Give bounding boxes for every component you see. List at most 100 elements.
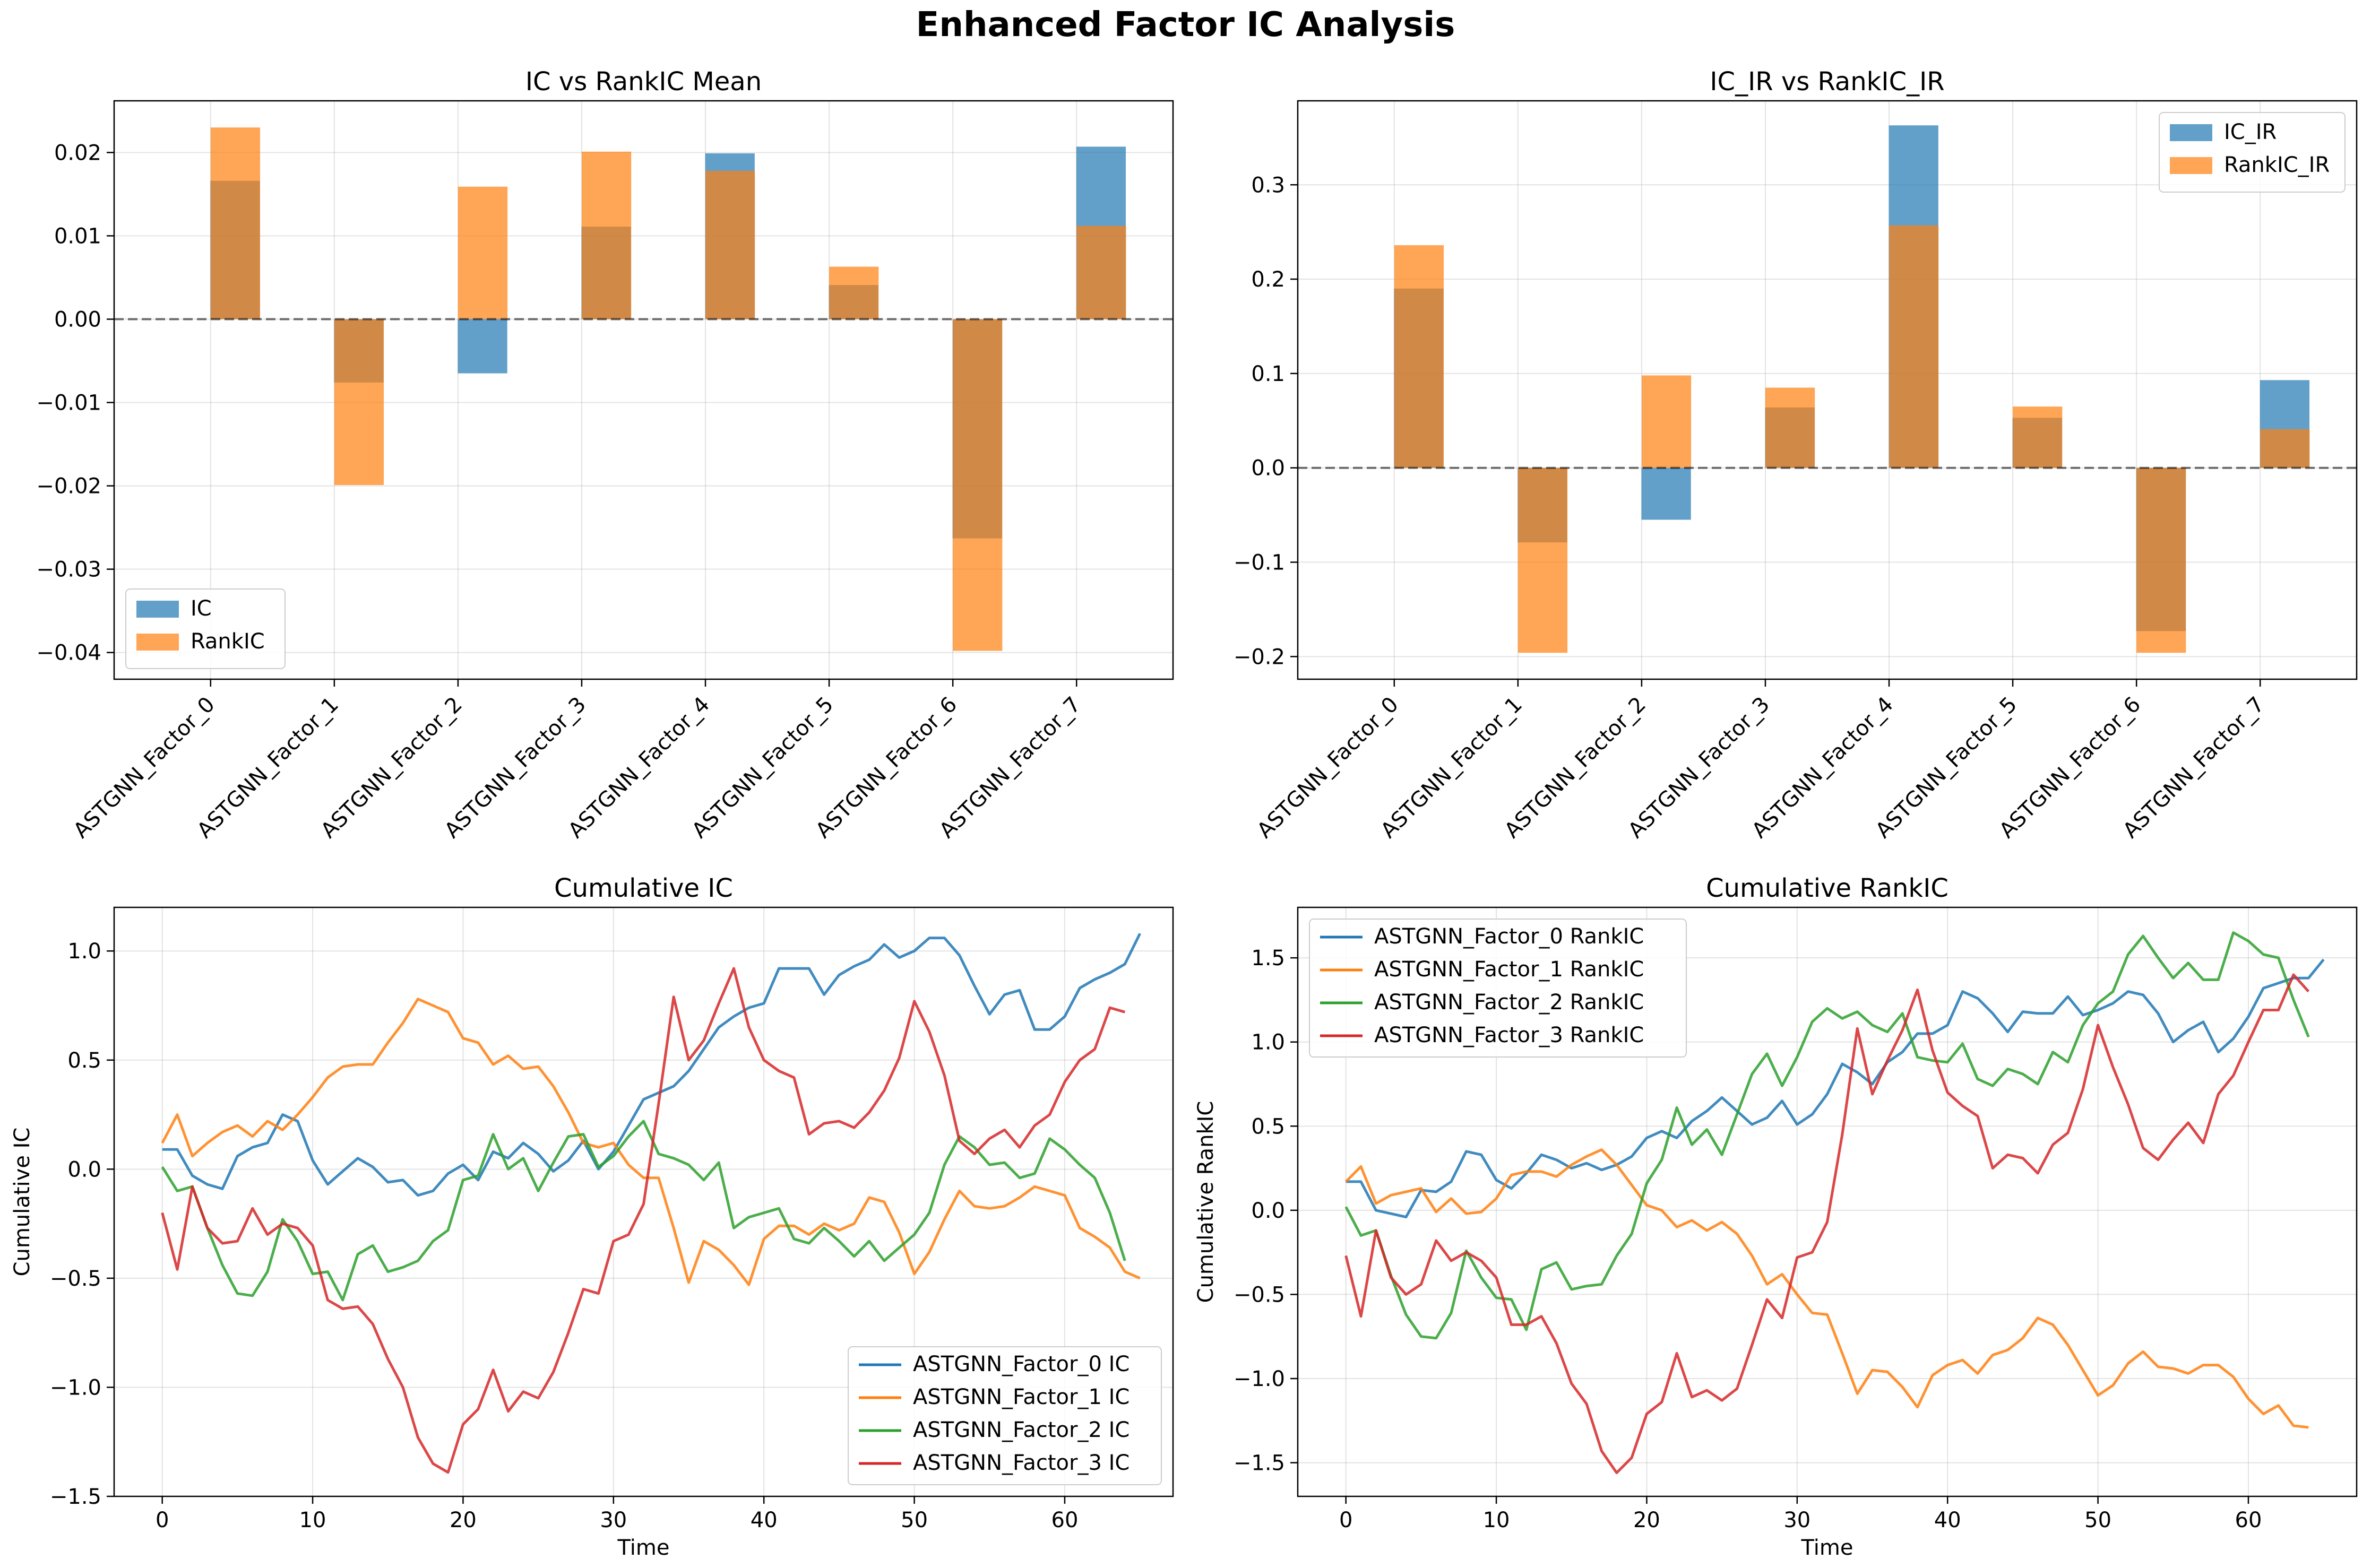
- bar-rankic-5: [829, 266, 879, 319]
- y-tick-label: 0.02: [54, 141, 101, 165]
- legend-frame: [1309, 919, 1687, 1058]
- x-tick-label: ASTGNN_Factor_2: [1500, 692, 1651, 843]
- x-tick-label: ASTGNN_Factor_1: [193, 692, 343, 843]
- legend-label: IC_IR: [2224, 120, 2277, 144]
- y-tick-label: −1.0: [1234, 1367, 1285, 1391]
- series-line-astgnn-factor-3-ic: [161, 967, 1125, 1474]
- x-tick-label: 0: [156, 1508, 169, 1532]
- bar-rankic-6: [953, 319, 1003, 651]
- bar-rankic-0: [210, 127, 261, 319]
- x-tick-label: ASTGNN_Factor_4: [564, 692, 714, 843]
- y-tick-label: 1.5: [1251, 946, 1285, 971]
- bar-rankic-2: [458, 186, 508, 319]
- x-tick-label: ASTGNN_Factor_3: [1624, 692, 1774, 843]
- x-tick-label: ASTGNN_Factor_5: [687, 692, 838, 843]
- legend-label: RankIC_IR: [2224, 153, 2330, 177]
- y-tick-label: −0.01: [36, 391, 101, 415]
- legend-label: ASTGNN_Factor_0 RankIC: [1374, 924, 1644, 949]
- y-tick-label: −1.5: [50, 1485, 101, 1509]
- legend-label: ASTGNN_Factor_2 RankIC: [1374, 990, 1644, 1015]
- y-axis-label: Cumulative IC: [10, 1128, 35, 1277]
- x-tick-label: 50: [2084, 1508, 2111, 1532]
- legend-label: ASTGNN_Factor_0 IC: [913, 1352, 1130, 1376]
- y-tick-label: 0.2: [1251, 267, 1285, 292]
- x-tick-label: 40: [1934, 1508, 1961, 1532]
- series-line-astgnn-factor-2-rankic: [1344, 931, 2310, 1340]
- chart-title: IC_IR vs RankIC_IR: [1710, 67, 1944, 97]
- series-line-astgnn-factor-1-ic: [161, 998, 1141, 1286]
- x-tick-label: ASTGNN_Factor_4: [1747, 692, 1898, 843]
- chart-title: Cumulative IC: [554, 873, 733, 903]
- x-tick-label: 20: [450, 1508, 477, 1532]
- legend-swatch: [136, 634, 179, 651]
- x-tick-label: 40: [751, 1508, 778, 1532]
- bar-ic-2: [458, 319, 507, 374]
- series-line-astgnn-factor-3-rankic: [1344, 973, 2310, 1475]
- bar-rankic-ir-0: [1394, 245, 1444, 468]
- x-tick-label: ASTGNN_Factor_0: [69, 692, 220, 843]
- y-tick-label: 1.0: [1251, 1030, 1285, 1055]
- x-tick-label: 60: [2235, 1508, 2262, 1532]
- x-axis-label: Time: [617, 1536, 670, 1560]
- x-tick-label: ASTGNN_Factor_0: [1253, 692, 1403, 843]
- x-tick-label: ASTGNN_Factor_7: [2118, 692, 2269, 843]
- x-tick-label: 20: [1633, 1508, 1660, 1532]
- y-tick-label: 1.0: [67, 939, 101, 964]
- y-tick-label: 0.0: [1251, 1199, 1285, 1223]
- legend: IC RankIC: [125, 588, 286, 669]
- legend-swatch: [2170, 157, 2212, 174]
- series-line-astgnn-factor-2-ic: [161, 1120, 1126, 1302]
- series-line-astgnn-factor-0-ic: [162, 933, 1141, 1197]
- legend-label: ASTGNN_Factor_1 RankIC: [1374, 957, 1644, 982]
- bar-ic-ir-2: [1641, 467, 1691, 520]
- x-tick-label: ASTGNN_Factor_6: [1995, 692, 2145, 843]
- x-tick-label: 30: [600, 1508, 627, 1532]
- x-tick-label: ASTGNN_Factor_2: [316, 692, 467, 843]
- legend-frame: [848, 1346, 1162, 1485]
- y-tick-label: 0.01: [54, 224, 101, 248]
- x-tick-label: ASTGNN_Factor_7: [935, 692, 1085, 843]
- x-tick-label: 30: [1783, 1508, 1810, 1532]
- legend: ASTGNN_Factor_0 RankIC ASTGNN_Factor_1 Ra…: [1309, 919, 1687, 1058]
- chart-cumulative-rankic: 0 10 20 30 40 50 60 −1.5 −1.0 −0.5 0.0 0.5 1.0 1.5 Cum…: [1194, 873, 2358, 1560]
- y-tick-label: 0.5: [1251, 1114, 1285, 1139]
- x-tick-label: 10: [1483, 1508, 1510, 1532]
- chart-title: Cumulative RankIC: [1706, 873, 1948, 903]
- legend-label: ASTGNN_Factor_2 IC: [913, 1418, 1130, 1442]
- legend-label: ASTGNN_Factor_3 IC: [913, 1451, 1130, 1475]
- bar-rankic-ir-5: [2013, 406, 2063, 468]
- y-tick-label: −0.5: [1234, 1283, 1285, 1307]
- bar-rankic-ir-3: [1765, 387, 1815, 468]
- legend-label: RankIC: [191, 629, 265, 654]
- y-axis-label: Cumulative RankIC: [1194, 1101, 1218, 1303]
- x-tick-label: 10: [299, 1508, 326, 1532]
- y-tick-label: −0.04: [36, 641, 101, 665]
- bar-rankic-7: [1076, 226, 1126, 319]
- chart-cumulative-ic: 0 10 20 30 40 50 60 −1.5 −1.0 −0.5 0.0 0.5 1.0 Cumula…: [10, 873, 1174, 1560]
- axes-frame: [113, 906, 1174, 1497]
- chart-ic-vs-rankic-mean: −0.04 −0.03 −0.02 −0.01 0.00 0.01 0.02 ASTGNN_F…: [36, 67, 1174, 843]
- y-tick-label: 0.5: [67, 1049, 101, 1073]
- axes-frame: [1297, 906, 2358, 1497]
- x-tick-label: ASTGNN_Factor_3: [440, 692, 591, 843]
- y-tick-label: 0.00: [54, 307, 101, 332]
- x-tick-label: ASTGNN_Factor_6: [811, 692, 962, 843]
- y-tick-label: −0.03: [36, 558, 101, 582]
- y-tick-label: −0.2: [1234, 645, 1285, 669]
- x-tick-label: 50: [901, 1508, 928, 1532]
- series-line-astgnn-factor-1-rankic: [1344, 1148, 2309, 1429]
- x-tick-label: ASTGNN_Factor_1: [1376, 692, 1527, 843]
- y-tick-label: −1.5: [1234, 1451, 1285, 1476]
- bar-rankic-ir-2: [1641, 375, 1692, 468]
- legend-swatch: [2170, 124, 2212, 141]
- y-tick-label: −0.5: [50, 1267, 101, 1291]
- y-tick-label: 0.0: [1251, 456, 1285, 481]
- bar-rankic-3: [581, 151, 632, 319]
- y-tick-label: 0.1: [1251, 362, 1285, 386]
- axes-frame: [1297, 100, 2358, 680]
- x-axis-label: Time: [1801, 1536, 1853, 1560]
- bar-rankic-1: [334, 319, 384, 486]
- y-tick-label: −0.1: [1234, 551, 1285, 575]
